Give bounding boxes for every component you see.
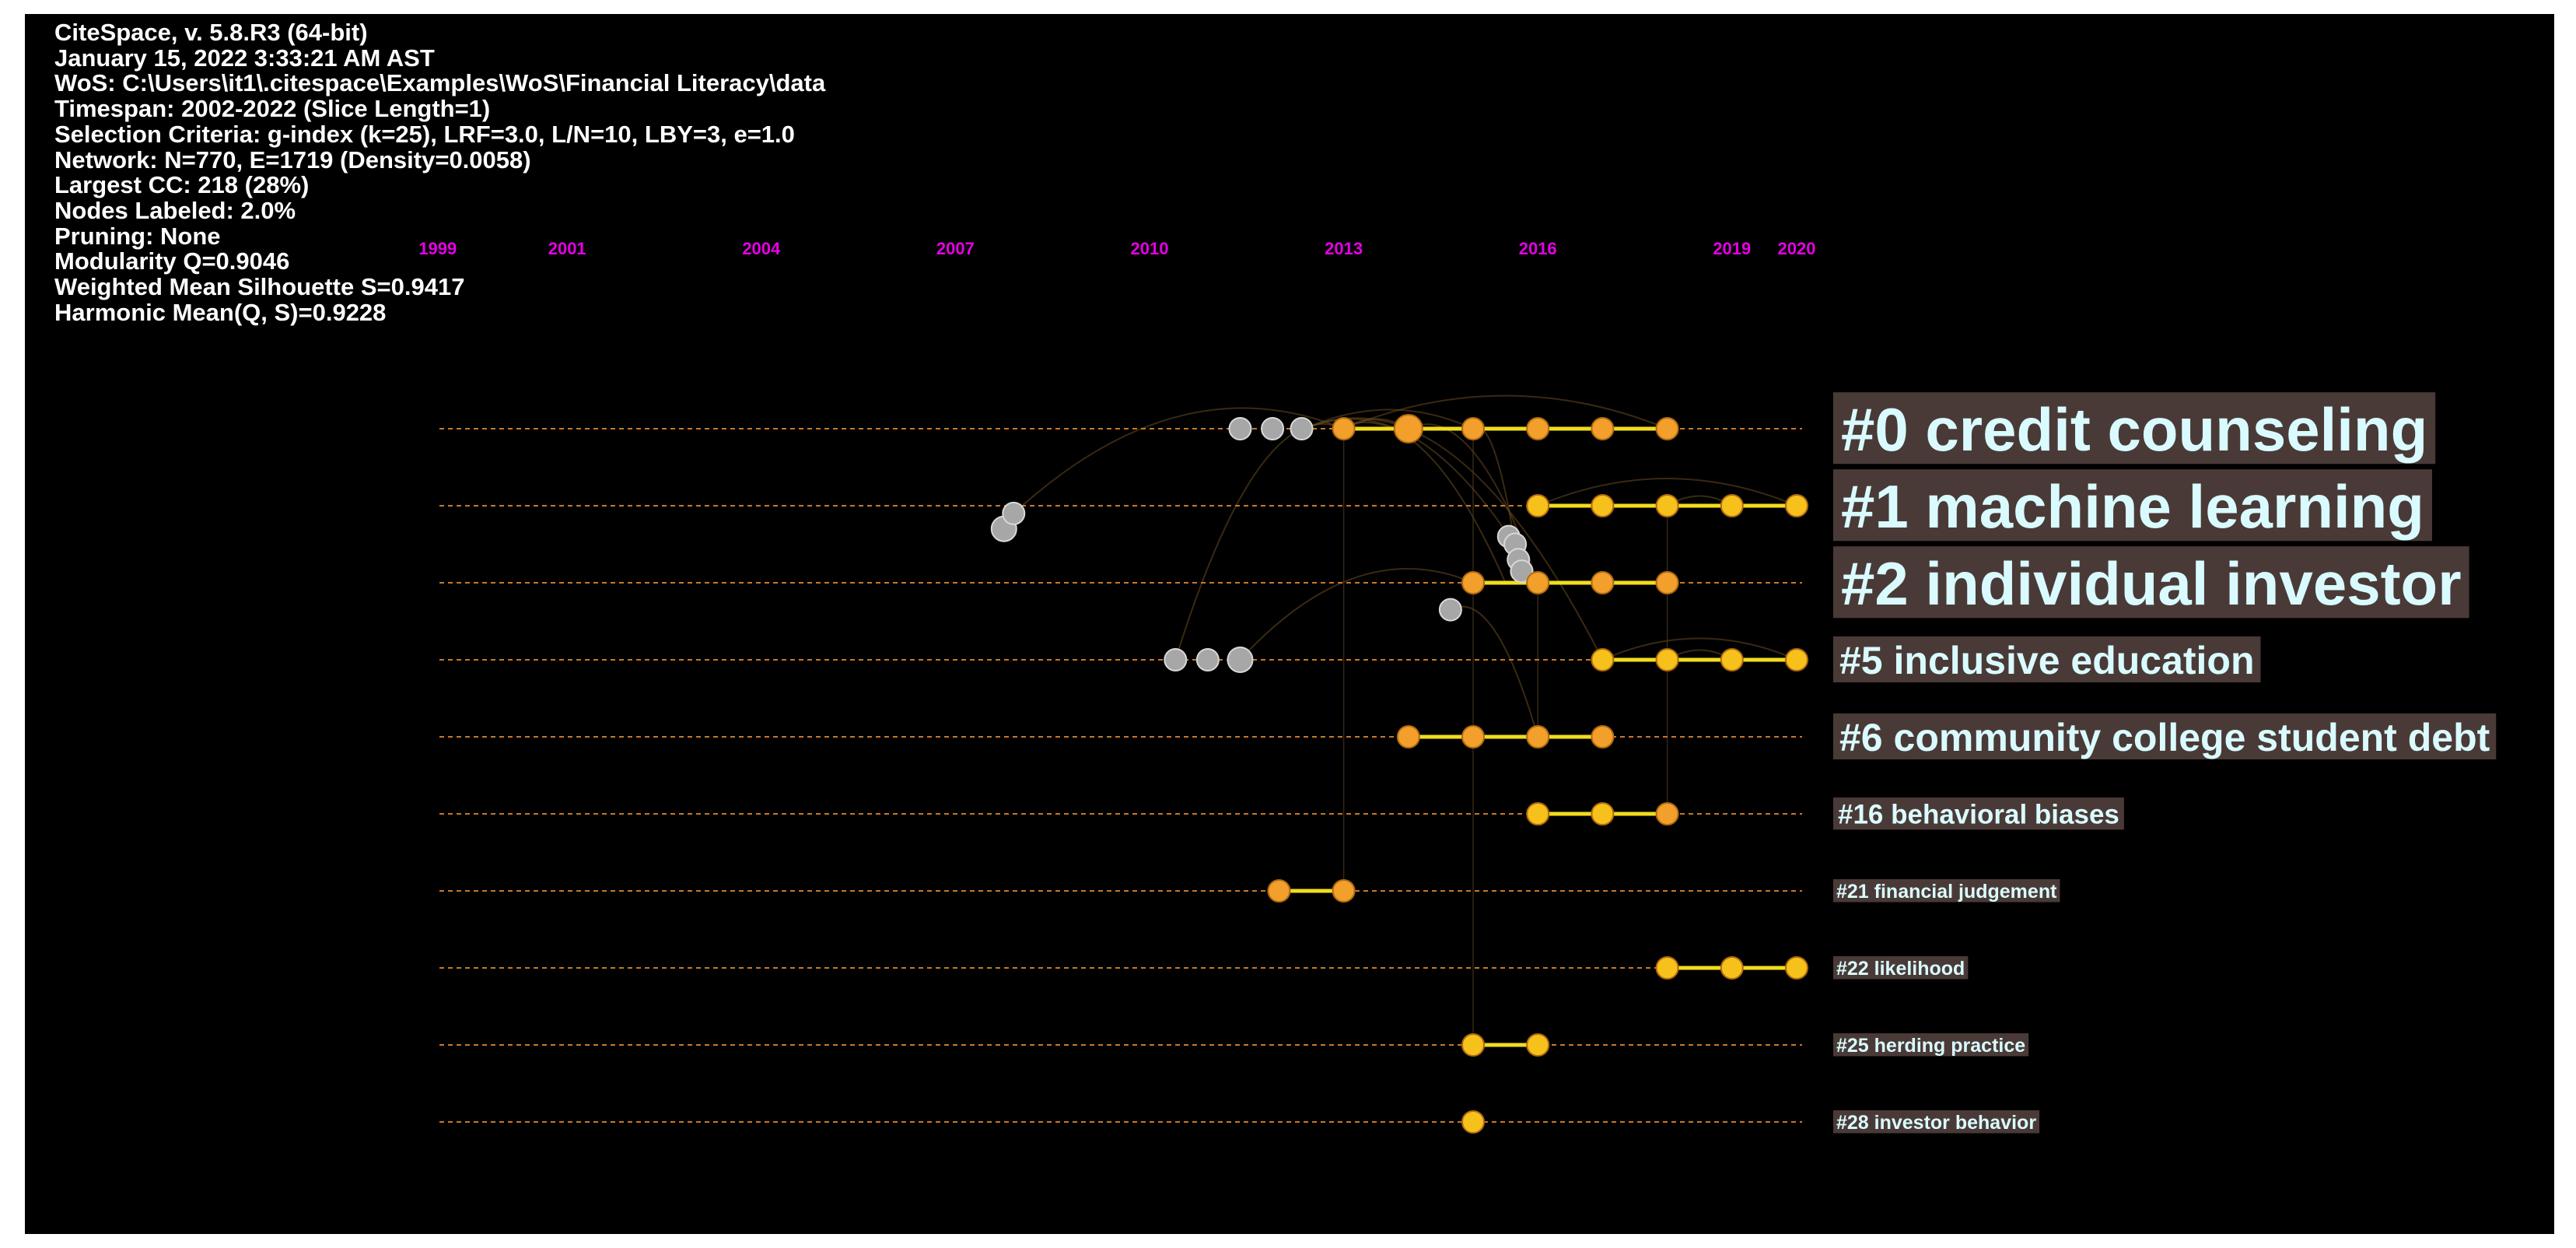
cluster-label: #0 credit counseling xyxy=(1841,395,2427,464)
cluster-label-box xyxy=(1833,636,2261,682)
year-label: 2016 xyxy=(1519,239,1557,258)
cluster-node xyxy=(1785,648,1808,671)
cluster-label: #28 investor behavior xyxy=(1836,1112,2036,1134)
cluster-node xyxy=(1396,725,1420,748)
year-label: 2020 xyxy=(1778,239,1816,258)
cluster-node xyxy=(1720,494,1744,517)
summary-line: Harmonic Mean(Q, S)=0.9228 xyxy=(54,298,387,326)
cluster-node xyxy=(1591,417,1615,440)
cluster-label-box xyxy=(1833,1033,2029,1057)
cluster-node xyxy=(1526,1033,1550,1057)
year-label: 2007 xyxy=(936,239,975,258)
summary-line: Selection Criteria: g-index (k=25), LRF=… xyxy=(54,120,795,148)
summary-line: Weighted Mean Silhouette S=0.9417 xyxy=(54,273,465,301)
summary-line: Network: N=770, E=1719 (Density=0.0058) xyxy=(54,145,531,174)
cluster-label-box xyxy=(1833,879,2060,903)
gray-node xyxy=(1261,417,1285,440)
citation-arc xyxy=(1343,394,1668,429)
cluster-label: #5 inclusive education xyxy=(1839,639,2255,682)
citation-arc xyxy=(1336,421,1507,584)
cluster-node xyxy=(1655,494,1679,517)
cluster-node xyxy=(1655,648,1679,671)
cluster-node xyxy=(1461,571,1485,594)
year-label: 1999 xyxy=(418,239,457,258)
cluster-label-box xyxy=(1833,956,1969,980)
summary-line: WoS: C:\Users\it1\.citespace\Examples\Wo… xyxy=(54,69,826,97)
citation-arc xyxy=(1304,418,1539,584)
year-label: 2013 xyxy=(1325,239,1363,258)
cluster-node xyxy=(1267,879,1291,903)
cluster-label-box xyxy=(1833,546,2469,619)
cluster-label-box xyxy=(1833,798,2124,830)
gray-node xyxy=(1164,648,1188,671)
gray-node xyxy=(1510,559,1534,584)
citation-arc xyxy=(1174,422,1345,661)
cluster-node xyxy=(1720,648,1744,671)
gray-node xyxy=(1002,501,1026,525)
cluster-label: #6 community college student debt xyxy=(1839,716,2490,759)
year-label: 2004 xyxy=(742,239,781,258)
citespace-canvas: CiteSpace, v. 5.8.R3 (64-bit) January 15… xyxy=(25,14,2554,1234)
cluster-node xyxy=(1526,417,1550,440)
cluster-node xyxy=(1332,879,1356,903)
cluster-node xyxy=(1655,956,1679,980)
citation-arc xyxy=(1537,478,1797,507)
summary-line: Nodes Labeled: 2.0% xyxy=(54,196,296,224)
cluster-node xyxy=(1655,417,1679,440)
year-label: 2010 xyxy=(1131,239,1169,258)
summary-line: Pruning: None xyxy=(54,222,221,250)
cluster-node xyxy=(1461,417,1485,440)
cluster-label-box xyxy=(1833,1110,2040,1134)
gray-node xyxy=(1438,598,1462,622)
cluster-node xyxy=(1461,725,1485,748)
cluster-label: #16 behavioral biases xyxy=(1838,800,2119,830)
cluster-node xyxy=(1785,956,1808,980)
cluster-label: #22 likelihood xyxy=(1836,958,1965,980)
summary-line: Modularity Q=0.9046 xyxy=(54,247,290,275)
gray-node xyxy=(1290,417,1314,440)
cluster-node xyxy=(1591,802,1615,826)
cluster-node xyxy=(1461,1033,1485,1057)
year-label: 2019 xyxy=(1713,239,1751,258)
summary-line: Largest CC: 218 (28%) xyxy=(54,171,310,199)
cluster-node xyxy=(1591,571,1615,594)
gray-node xyxy=(1195,648,1220,671)
cluster-label-box xyxy=(1833,713,2497,759)
citation-arc xyxy=(1239,568,1474,661)
cluster-node xyxy=(1785,494,1808,517)
gray-node xyxy=(1227,647,1254,673)
cluster-node xyxy=(1591,494,1615,517)
cluster-node xyxy=(1332,417,1356,440)
year-label: 2001 xyxy=(548,239,586,258)
cluster-node xyxy=(1461,1110,1485,1134)
citation-arc xyxy=(1304,408,1474,429)
gray-node xyxy=(1228,417,1252,440)
cluster-label: #21 financial judgement xyxy=(1836,881,2057,903)
summary-line: CiteSpace, v. 5.8.R3 (64-bit) xyxy=(54,19,368,46)
cluster-label: #25 herding practice xyxy=(1836,1035,2025,1057)
cluster-label-box xyxy=(1833,392,2436,464)
cluster-label: #1 machine learning xyxy=(1841,472,2424,541)
cluster-node xyxy=(1655,571,1679,594)
timeline-svg: 1999 2001 2004 2007 2010 2013 2016 2019 2020 #0 c… xyxy=(418,239,2497,1134)
citation-arc xyxy=(1450,605,1539,738)
cluster-node xyxy=(1526,494,1550,517)
cluster-label: #2 individual investor xyxy=(1841,549,2462,618)
network-summary: CiteSpace, v. 5.8.R3 (64-bit) January 15… xyxy=(54,19,826,326)
cluster-node xyxy=(1591,725,1615,748)
citation-arc xyxy=(1013,407,1344,514)
cluster-node xyxy=(1393,414,1423,443)
citation-arc xyxy=(1601,637,1797,661)
summary-line: January 15, 2022 3:33:21 AM AST xyxy=(54,44,435,72)
cluster-node xyxy=(1720,956,1744,980)
cluster-label-box xyxy=(1833,469,2432,542)
cluster-node xyxy=(1655,802,1679,826)
cluster-node xyxy=(1591,648,1615,671)
cluster-node xyxy=(1526,802,1550,826)
cluster-node xyxy=(1526,725,1550,748)
citation-arc xyxy=(1304,417,1604,661)
summary-line: Timespan: 2002-2022 (Slice Length=1) xyxy=(54,95,491,123)
cluster-node xyxy=(1526,571,1550,594)
